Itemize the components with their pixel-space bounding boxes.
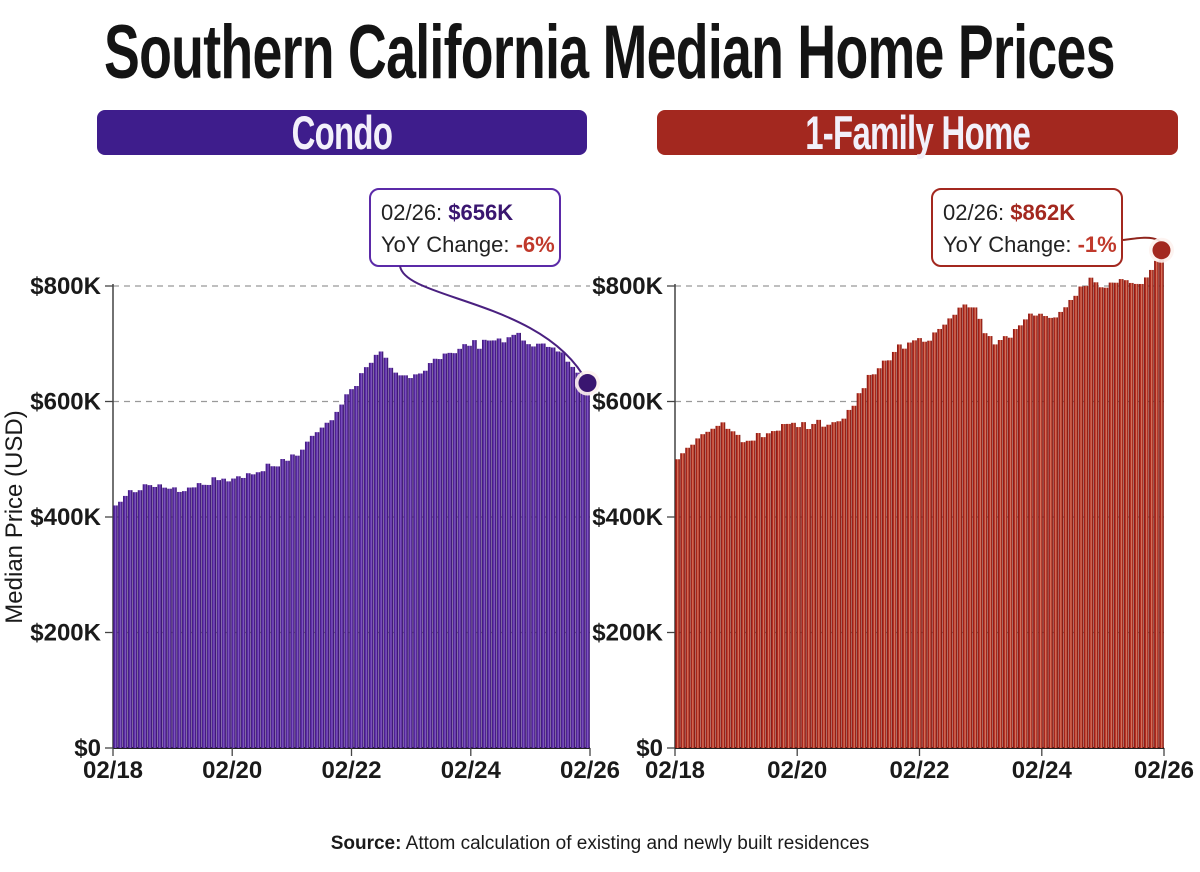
svg-text:02/22: 02/22 xyxy=(889,757,949,784)
svg-text:$600K: $600K xyxy=(30,389,101,416)
svg-text:02/20: 02/20 xyxy=(202,757,262,784)
svg-text:$800K: $800K xyxy=(592,273,663,300)
svg-text:$800K: $800K xyxy=(30,273,101,300)
svg-text:02/26: 02/26 xyxy=(1134,757,1194,784)
svg-text:$200K: $200K xyxy=(30,620,101,647)
svg-text:$0: $0 xyxy=(636,735,663,762)
svg-text:02/22: 02/22 xyxy=(321,757,381,784)
svg-text:$400K: $400K xyxy=(592,504,663,531)
svg-text:$200K: $200K xyxy=(592,620,663,647)
svg-text:$400K: $400K xyxy=(30,504,101,531)
svg-text:02/20: 02/20 xyxy=(767,757,827,784)
svg-text:02/24: 02/24 xyxy=(441,757,502,784)
svg-text:02/26: 02/26 xyxy=(560,757,620,784)
svg-text:Median Price (USD): Median Price (USD) xyxy=(1,410,28,623)
svg-text:$600K: $600K xyxy=(592,389,663,416)
svg-text:$0: $0 xyxy=(74,735,101,762)
svg-text:02/24: 02/24 xyxy=(1012,757,1073,784)
